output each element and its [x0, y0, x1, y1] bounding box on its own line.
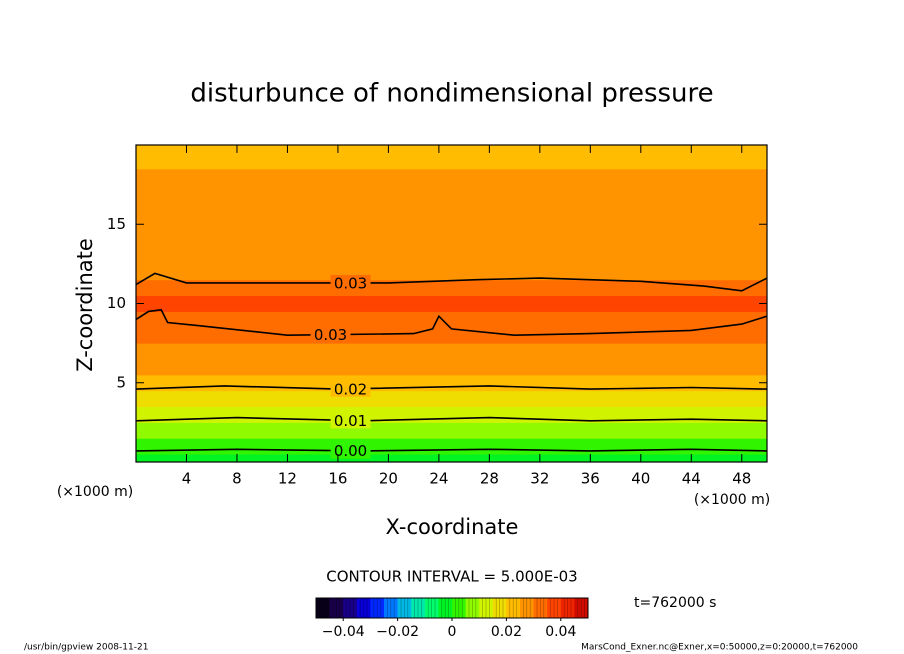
x-tick-label: 20	[379, 470, 398, 488]
colorbar-tick-label: −0.02	[376, 624, 419, 640]
contour-interval: CONTOUR INTERVAL = 5.000E-03	[326, 568, 577, 586]
field-band	[136, 422, 767, 439]
field-band	[136, 152, 767, 170]
contour-label-bg	[330, 274, 371, 291]
x-tick-label: 48	[732, 470, 751, 488]
y-tick-label: 15	[107, 215, 126, 233]
x-unit-label: (×1000 m)	[694, 492, 770, 508]
field-band	[136, 374, 767, 392]
colorbar-tick-label: 0.02	[491, 624, 522, 640]
field-band	[136, 454, 767, 462]
x-tick-label: 24	[429, 470, 448, 488]
colorbar-bin	[547, 598, 562, 618]
x-tick-label: 4	[182, 470, 192, 488]
contour-label-bg	[310, 326, 351, 343]
colorbar-bin	[479, 598, 494, 618]
field-band	[136, 406, 767, 423]
chart-title: disturbunce of nondimensional pressure	[190, 79, 713, 109]
time-label: t=762000 s	[634, 595, 716, 611]
field-band	[136, 343, 767, 360]
field-band	[136, 438, 767, 455]
x-tick-label: 28	[480, 470, 499, 488]
colorbar-bin	[343, 598, 358, 618]
field-band	[136, 248, 767, 265]
colorbar-bin	[465, 598, 480, 618]
colorbar-bin	[560, 598, 575, 618]
field-band	[136, 232, 767, 249]
x-tick-label: 8	[232, 470, 242, 488]
contour-line	[136, 416, 767, 422]
colorbar-bin	[397, 598, 412, 618]
colorbar-bin	[438, 598, 453, 618]
x-tick-label: 16	[328, 470, 347, 488]
contour-line	[136, 308, 767, 337]
contour-label: 0.00	[334, 442, 367, 460]
colorbar-tick-label: −0.04	[322, 624, 365, 640]
contour-label-bg	[330, 442, 371, 459]
colorbar-bin	[574, 598, 589, 618]
x-tick-label: 12	[278, 470, 297, 488]
field: 0.03 0.03 0.02 0.01 0.00	[136, 145, 767, 462]
footer-right: MarsCond_Exner.nc@Exner,x=0:50000,z=0:20…	[581, 643, 858, 653]
colorbar-bin	[384, 598, 398, 618]
colorbar-bin	[424, 598, 439, 618]
colorbar-bin	[356, 598, 371, 618]
field-band	[136, 358, 767, 376]
colorbar-bin	[316, 598, 330, 618]
y-tick-label: 5	[116, 373, 126, 391]
field-band	[136, 327, 767, 344]
x-tick-label: 40	[631, 470, 650, 488]
field-band	[136, 145, 767, 154]
contour-label: 0.02	[334, 380, 367, 398]
colorbar-bin	[506, 598, 521, 618]
field-band	[136, 263, 767, 281]
x-tick-label: 32	[530, 470, 549, 488]
contour-label-bg	[330, 412, 371, 429]
contour-label: 0.01	[334, 412, 367, 430]
plot-area: 0.030.030.020.010.004 8 12 16 20 24 28 32 36 40 44…	[107, 144, 768, 488]
field-band	[136, 295, 767, 312]
field-band	[136, 279, 767, 297]
field-band	[136, 390, 767, 408]
field-band	[136, 200, 767, 217]
contour-label: 0.03	[334, 274, 367, 292]
x-unit-label: (×1000 m)	[57, 484, 133, 500]
colorbar-bin	[533, 598, 548, 618]
footer-left: /usr/bin/gpview 2008-11-21	[24, 643, 148, 653]
field-band	[136, 311, 767, 328]
field-band	[136, 184, 767, 201]
colorbar-tick-label: 0	[448, 624, 457, 640]
x-tick-label: 36	[581, 470, 600, 488]
colorbar-bin	[411, 598, 426, 618]
y-axis-label: Z-coordinate	[73, 238, 97, 372]
field-band	[136, 216, 767, 233]
x-axis-label: X-coordinate	[386, 515, 519, 539]
colorbar-bin	[520, 598, 534, 618]
contour-line	[136, 272, 767, 292]
colorbar-tick-label: 0.04	[545, 624, 576, 640]
contour-line	[136, 448, 767, 452]
field-band	[136, 168, 767, 186]
contour-label-bg	[330, 380, 371, 397]
contour-line	[136, 385, 767, 390]
colorbar-bin	[492, 598, 507, 618]
x-tick-label: 44	[682, 470, 701, 488]
colorbar-bin	[370, 598, 385, 618]
colorbar-bin	[452, 598, 466, 618]
contour-label: 0.03	[314, 326, 347, 344]
y-tick-label: 10	[107, 294, 126, 312]
colorbar-bin	[329, 598, 344, 618]
